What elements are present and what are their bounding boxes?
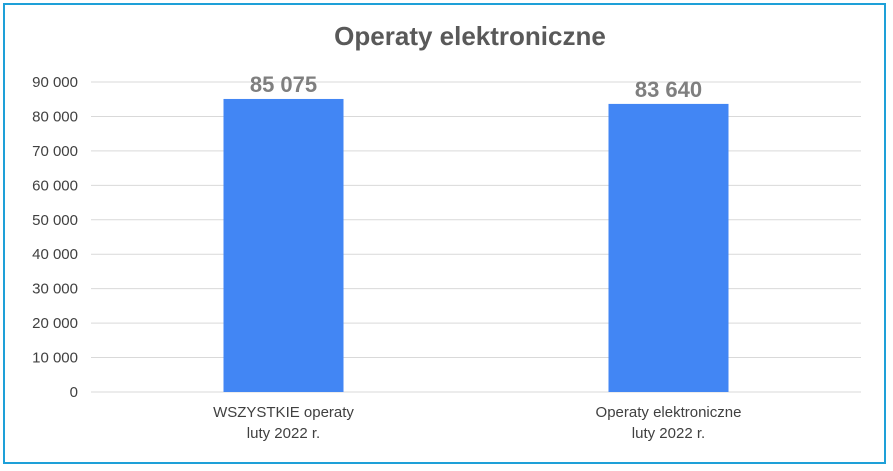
y-tick-label: 20 000	[32, 315, 78, 332]
x-category-label: luty 2022 r.	[632, 425, 705, 442]
bar	[608, 103, 729, 392]
y-tick-label: 80 000	[32, 108, 78, 125]
x-category-label: WSZYSTKIE operaty	[213, 404, 354, 421]
y-tick-label: 30 000	[32, 281, 78, 298]
chart-frame: Operaty elektroniczne 0 10 000 20 000 30 00…	[3, 3, 886, 464]
y-tick-label: 40 000	[32, 246, 78, 263]
bars	[223, 98, 729, 392]
x-category-label: luty 2022 r.	[247, 425, 320, 442]
chart-title: Operaty elektroniczne	[334, 21, 606, 51]
x-category-label: Operaty elektroniczne	[596, 404, 742, 421]
y-axis-tick-labels: 0 10 000 20 000 30 000 40 000 50 000 60 000 70 …	[32, 74, 78, 401]
data-label: 83 640	[635, 77, 702, 102]
y-tick-label: 90 000	[32, 74, 78, 91]
bar	[223, 98, 344, 392]
data-labels: 85 075 83 640	[250, 72, 702, 102]
y-tick-label: 50 000	[32, 212, 78, 229]
y-tick-label: 70 000	[32, 143, 78, 160]
y-tick-label: 0	[70, 384, 78, 401]
y-tick-label: 60 000	[32, 177, 78, 194]
y-tick-label: 10 000	[32, 350, 78, 367]
x-axis-category-labels: WSZYSTKIE operaty luty 2022 r. Operaty ele…	[213, 404, 741, 442]
gridlines	[91, 81, 861, 393]
data-label: 85 075	[250, 72, 317, 97]
chart-svg: Operaty elektroniczne 0 10 000 20 000 30 00…	[32, 21, 861, 442]
